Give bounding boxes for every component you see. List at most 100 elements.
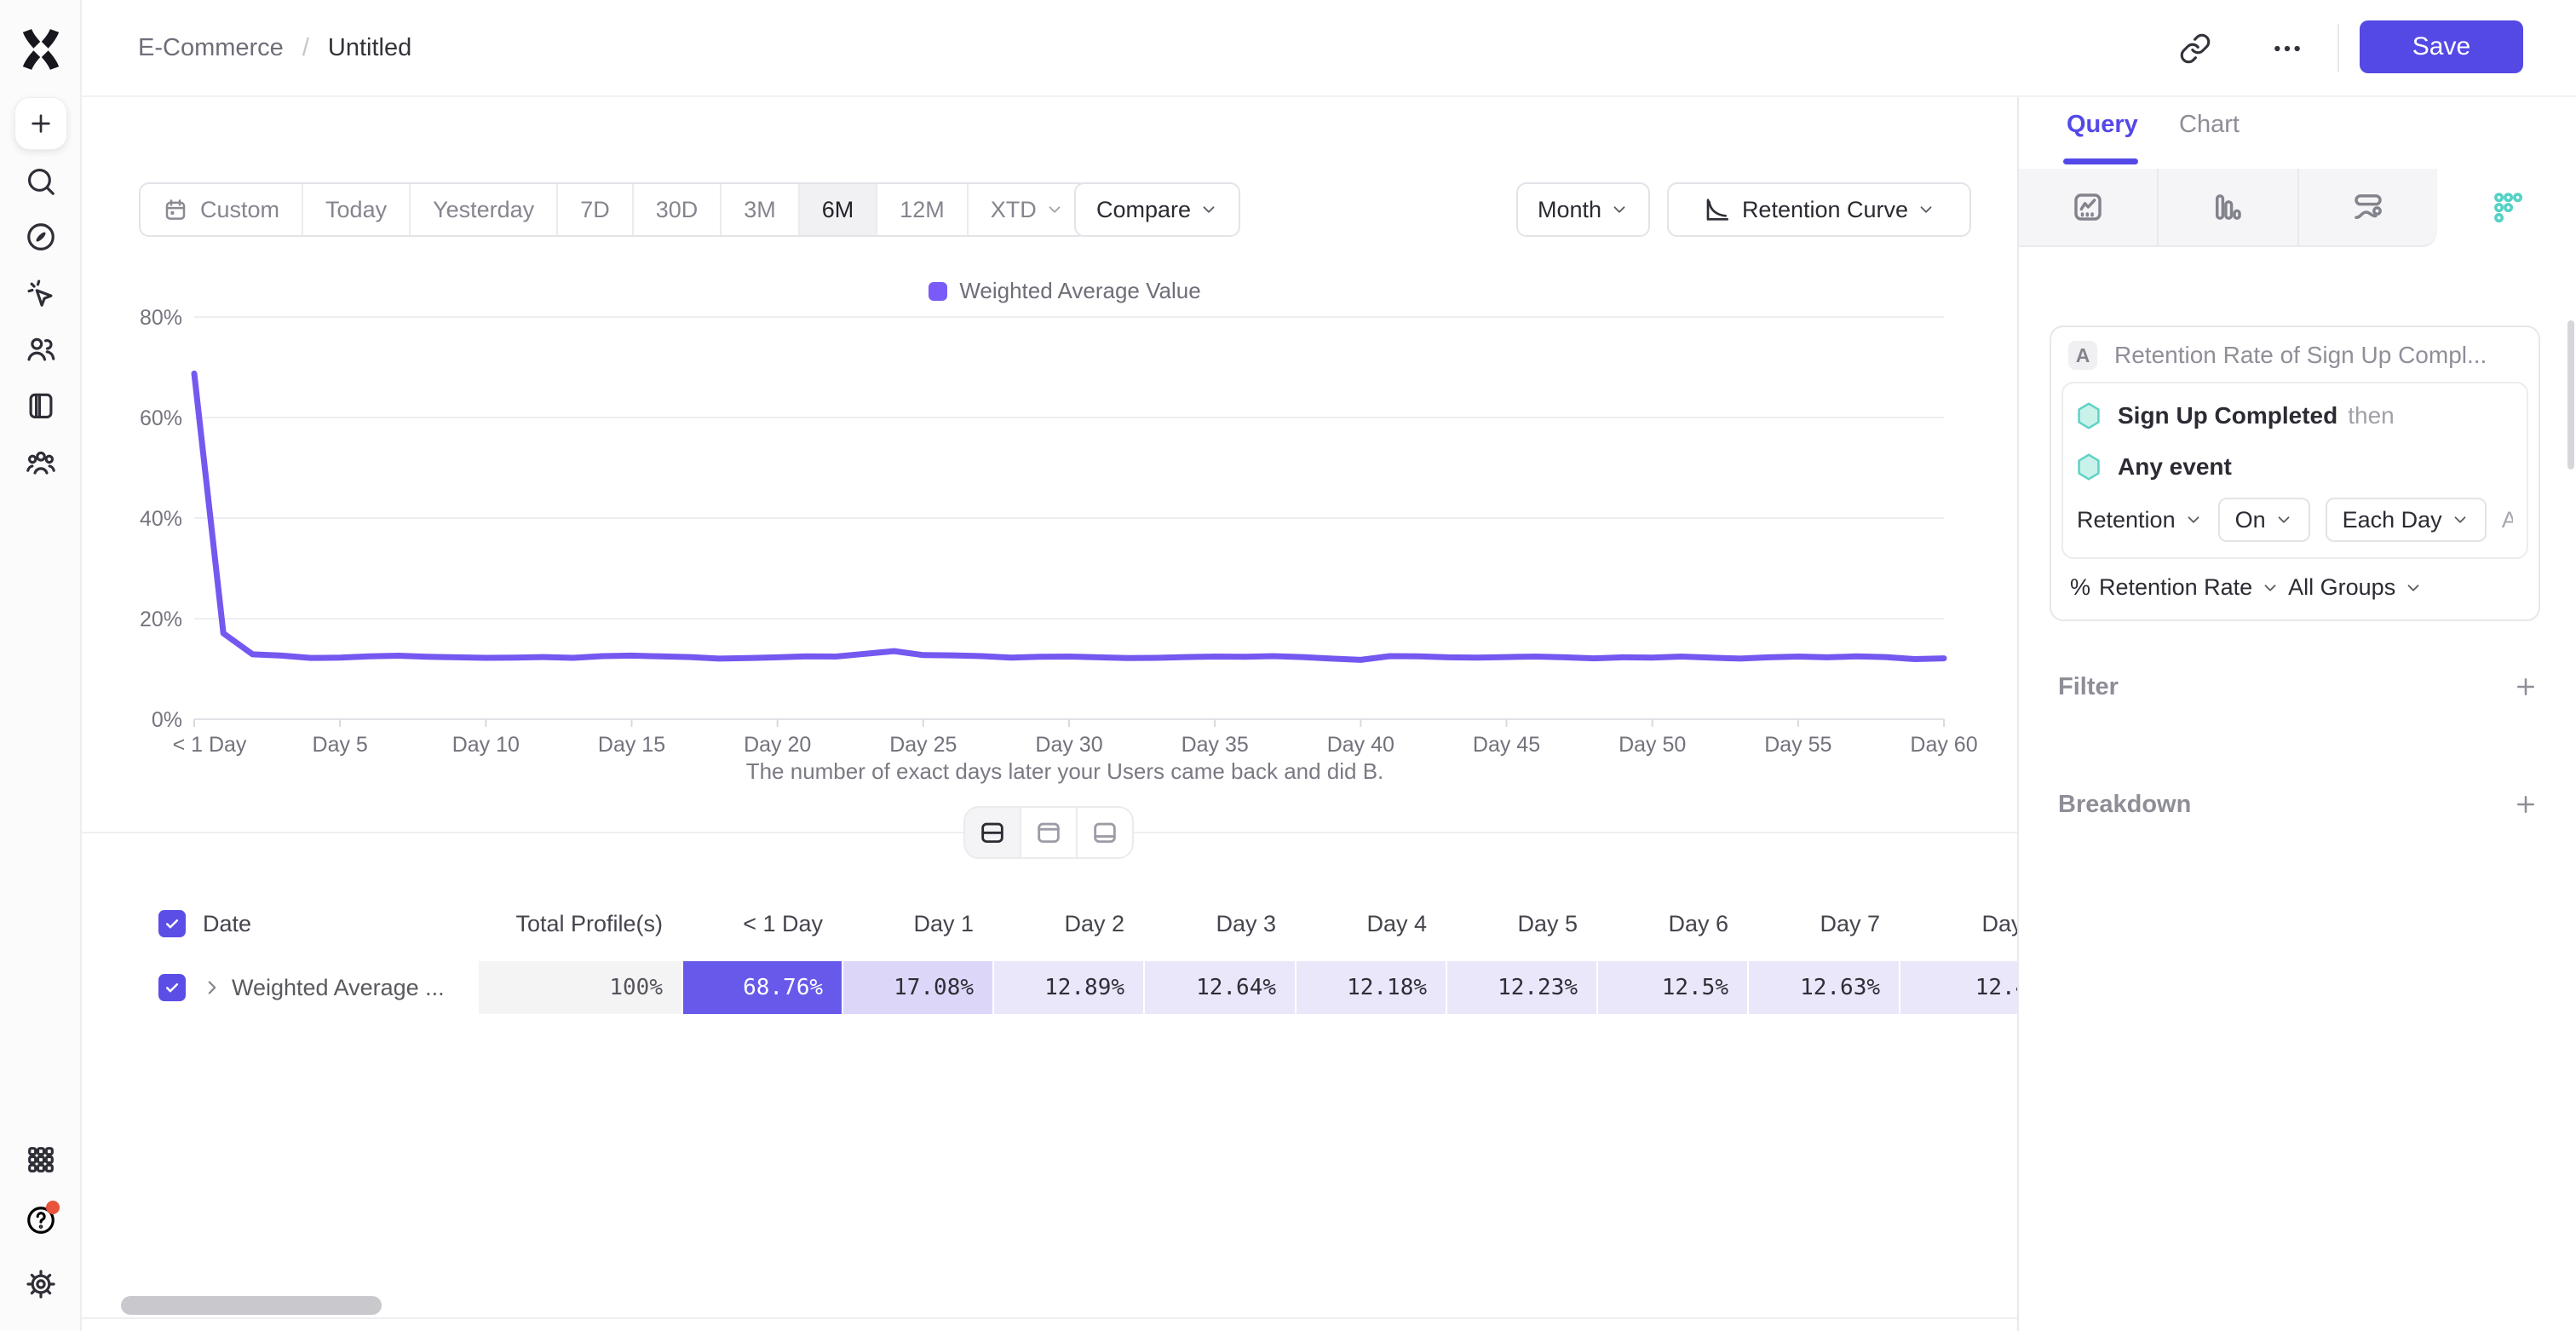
svg-text:Day 55: Day 55 [1764, 733, 1831, 757]
column-header[interactable]: < 1 Day [743, 910, 823, 936]
layout-table-only-button[interactable] [1076, 808, 1132, 857]
tab-chart[interactable]: Chart [2179, 111, 2240, 138]
metric-row: % Retention Rate All Groups [2051, 559, 2539, 619]
cell-day5[interactable]: 12.23% [1446, 961, 1596, 1014]
column-header[interactable]: Day 1 [913, 910, 974, 936]
calendar-icon [165, 199, 186, 220]
search-icon[interactable] [25, 165, 57, 198]
column-header[interactable]: Day 2 [1064, 910, 1124, 936]
row-checkbox[interactable] [158, 974, 186, 1001]
chevron-right-icon[interactable] [201, 977, 223, 999]
retention-line-chart[interactable]: 0% 20% 40% 60% 80% < 1 Day Day 5 Day 10 Day 15 Da… [136, 302, 1993, 798]
help-button[interactable] [25, 1201, 60, 1236]
layout-split-button[interactable] [965, 808, 1020, 857]
vertical-scrollbar-thumb[interactable] [2567, 320, 2574, 470]
compare-button[interactable]: Compare [1074, 182, 1241, 237]
advanced-dropdown[interactable]: Adv... [2502, 507, 2513, 533]
app-logo-icon[interactable] [20, 26, 61, 73]
create-new-button[interactable] [14, 97, 67, 150]
range-6m-selected[interactable]: 6M [797, 184, 877, 235]
more-options-button[interactable] [2268, 29, 2307, 68]
svg-text:Day 25: Day 25 [889, 733, 957, 757]
add-filter-button[interactable] [2513, 674, 2539, 700]
svg-text:Day 40: Day 40 [1327, 733, 1394, 757]
cell-day0[interactable]: 68.76% [681, 961, 842, 1014]
cell-day3[interactable]: 12.64% [1143, 961, 1295, 1014]
select-all-checkbox[interactable] [158, 910, 186, 937]
top-bar: E-Commerce / Untitled Save [82, 0, 2576, 97]
range-30d[interactable]: 30D [631, 184, 721, 235]
column-header[interactable]: Day 3 [1216, 910, 1276, 936]
groups-dropdown[interactable]: All Groups [2288, 574, 2423, 601]
settings-gear-icon[interactable] [25, 1268, 57, 1300]
users-icon[interactable] [25, 333, 57, 366]
svg-text:Day 15: Day 15 [598, 733, 665, 757]
svg-text:Day 35: Day 35 [1182, 733, 1249, 757]
granularity-dropdown[interactable]: Month [1516, 182, 1650, 237]
breadcrumb-project[interactable]: E-Commerce [138, 33, 284, 61]
plus-icon [32, 114, 50, 133]
retention-dots-icon [2493, 193, 2522, 223]
column-header-date[interactable]: Date [203, 910, 252, 936]
copy-link-button[interactable] [2176, 29, 2215, 68]
filter-label: Filter [2058, 672, 2119, 700]
query-card-header[interactable]: A Retention Rate of Sign Up Compl... [2051, 327, 2539, 382]
report-type-funnels-button[interactable] [2157, 169, 2297, 245]
ellipsis-icon [2274, 45, 2300, 52]
report-type-flows-button[interactable] [2297, 169, 2437, 245]
cohorts-icon[interactable] [25, 447, 57, 479]
report-type-strip [2019, 169, 2576, 247]
event-step-return[interactable]: Any event [2077, 441, 2513, 493]
report-title[interactable]: Untitled [327, 33, 412, 61]
range-xtd[interactable]: XTD [966, 184, 1086, 235]
horizontal-scrollbar-thumb[interactable] [121, 1296, 382, 1315]
range-today[interactable]: Today [302, 184, 409, 235]
range-7d[interactable]: 7D [556, 184, 632, 235]
query-badge: A [2068, 341, 2097, 370]
column-header[interactable]: Day 5 [1517, 910, 1578, 936]
range-custom[interactable]: Custom [141, 184, 302, 235]
layout-chart-only-button[interactable] [1020, 808, 1076, 857]
cell-day6[interactable]: 12.5% [1596, 961, 1747, 1014]
cell-total-profiles[interactable]: 100% [477, 961, 681, 1014]
report-type-retention-button-active[interactable] [2437, 169, 2576, 247]
compass-icon[interactable] [25, 221, 57, 253]
boards-icon[interactable] [25, 389, 57, 422]
tab-query[interactable]: Query [2067, 111, 2138, 138]
apps-grid-icon[interactable] [25, 1144, 57, 1176]
row-label[interactable]: Weighted Average ... [232, 974, 445, 1000]
range-12m[interactable]: 12M [876, 184, 967, 235]
svg-text:Day 60: Day 60 [1910, 733, 1977, 757]
cell-day7[interactable]: 12.63% [1747, 961, 1899, 1014]
save-button[interactable]: Save [2360, 20, 2523, 73]
range-3m[interactable]: 3M [720, 184, 798, 235]
layout-footer-icon [1094, 822, 1116, 844]
topbar-divider [2337, 24, 2339, 72]
metric-dropdown[interactable]: Retention Rate [2099, 574, 2280, 601]
query-panel: Query Chart A Retention Rat [2017, 97, 2576, 1331]
cell-day2[interactable]: 12.89% [992, 961, 1143, 1014]
bar-chart-icon [2216, 194, 2242, 220]
table-header: Date Total Profile(s) < 1 Day Day 1 Day … [128, 901, 2061, 947]
chevron-down-icon [1920, 206, 1932, 213]
report-type-insights-button[interactable] [2019, 169, 2157, 245]
cell-day4[interactable]: 12.18% [1295, 961, 1446, 1014]
cell-day1[interactable]: 17.08% [842, 961, 992, 1014]
activity-cursor-icon[interactable] [25, 277, 57, 309]
range-yesterday[interactable]: Yesterday [409, 184, 556, 235]
chart-legend[interactable]: Weighted Average Value [136, 278, 1993, 304]
svg-text:40%: 40% [140, 507, 182, 531]
svg-text:< 1 Day: < 1 Day [173, 733, 247, 757]
column-header[interactable]: Day 7 [1820, 910, 1880, 936]
column-header[interactable]: Total Profile(s) [515, 910, 663, 936]
add-breakdown-button[interactable] [2513, 792, 2539, 817]
column-header[interactable]: Day 4 [1366, 910, 1427, 936]
chevron-down-icon [1613, 206, 1625, 213]
svg-text:20%: 20% [140, 608, 182, 631]
column-header[interactable]: Day 6 [1668, 910, 1728, 936]
bucket-dropdown[interactable]: Each Day [2325, 498, 2487, 542]
measure-dropdown[interactable]: Retention [2077, 507, 2203, 533]
chart-type-dropdown[interactable]: Retention Curve [1667, 182, 1971, 237]
condition-dropdown[interactable]: On [2217, 498, 2310, 542]
event-step-first[interactable]: Sign Up Completed then [2077, 390, 2513, 441]
